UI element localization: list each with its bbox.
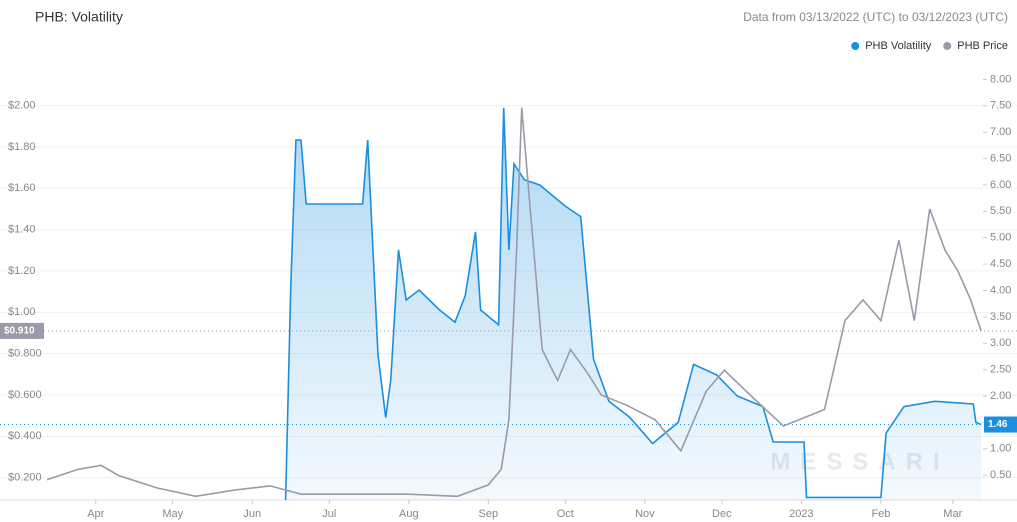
y2-tick-label: 3.50 <box>990 311 1011 323</box>
y2-tick-label: 8.00 <box>990 73 1011 85</box>
y2-tick-label: 4.00 <box>990 284 1011 296</box>
legend-label: PHB Price <box>957 40 1008 52</box>
marker-label: 1.46 <box>988 419 1008 430</box>
x-tick-label: Apr <box>87 508 104 520</box>
y2-tick-label: 7.50 <box>990 100 1011 112</box>
y2-tick-label: 5.50 <box>990 205 1011 217</box>
y2-tick-label: 1.00 <box>990 443 1011 455</box>
x-tick-label: Feb <box>871 508 890 520</box>
y2-tick-label: 2.50 <box>990 364 1011 376</box>
y2-tick-label: 2.00 <box>990 390 1011 402</box>
x-tick-label: Mar <box>943 508 962 520</box>
y-tick-label: $2.00 <box>8 100 36 112</box>
line <box>284 107 982 501</box>
y-tick-label: $0.800 <box>8 348 42 360</box>
x-tick-label: Aug <box>399 508 419 520</box>
y2-tick-label: 6.00 <box>990 179 1011 191</box>
y-tick-label: $1.80 <box>8 141 36 153</box>
y-tick-label: $0.400 <box>8 430 42 442</box>
y-tick-label: $1.60 <box>8 182 36 194</box>
line <box>46 107 982 498</box>
y-tick-label: $1.20 <box>8 265 36 277</box>
x-tick-label: Jun <box>243 508 261 520</box>
x-tick-label: 2023 <box>789 508 813 520</box>
area <box>285 107 982 501</box>
x-tick-label: Oct <box>557 508 574 520</box>
y2-tick-label: 5.00 <box>990 232 1011 244</box>
x-tick-label: Sep <box>479 508 499 520</box>
y-tick-label: $0.200 <box>8 472 42 484</box>
y-tick-label: $0.600 <box>8 389 42 401</box>
y2-tick-label: 7.00 <box>990 126 1011 138</box>
marker-box <box>0 322 44 339</box>
x-tick-label: May <box>162 508 183 520</box>
y2-tick-label: 0.50 <box>990 469 1011 481</box>
subtitle: Data from 03/13/2022 (UTC) to 03/12/2023… <box>743 10 1008 24</box>
legend-label: PHB Volatility <box>865 40 932 52</box>
x-tick-label: Jul <box>322 508 336 520</box>
x-tick-label: Dec <box>712 508 732 520</box>
y-tick-label: $1.40 <box>8 224 36 236</box>
chart-title: PHB: Volatility <box>35 9 123 25</box>
y2-tick-label: 4.50 <box>990 258 1011 270</box>
x-tick-label: Nov <box>635 508 655 520</box>
legend-swatch <box>851 42 860 50</box>
marker-box <box>984 416 1017 433</box>
marker-label: $0.910 <box>4 326 35 337</box>
y2-tick-label: 3.00 <box>990 337 1011 349</box>
y-tick-label: $1.00 <box>8 306 36 318</box>
legend-swatch <box>943 42 952 50</box>
y2-tick-label: 6.50 <box>990 152 1011 164</box>
